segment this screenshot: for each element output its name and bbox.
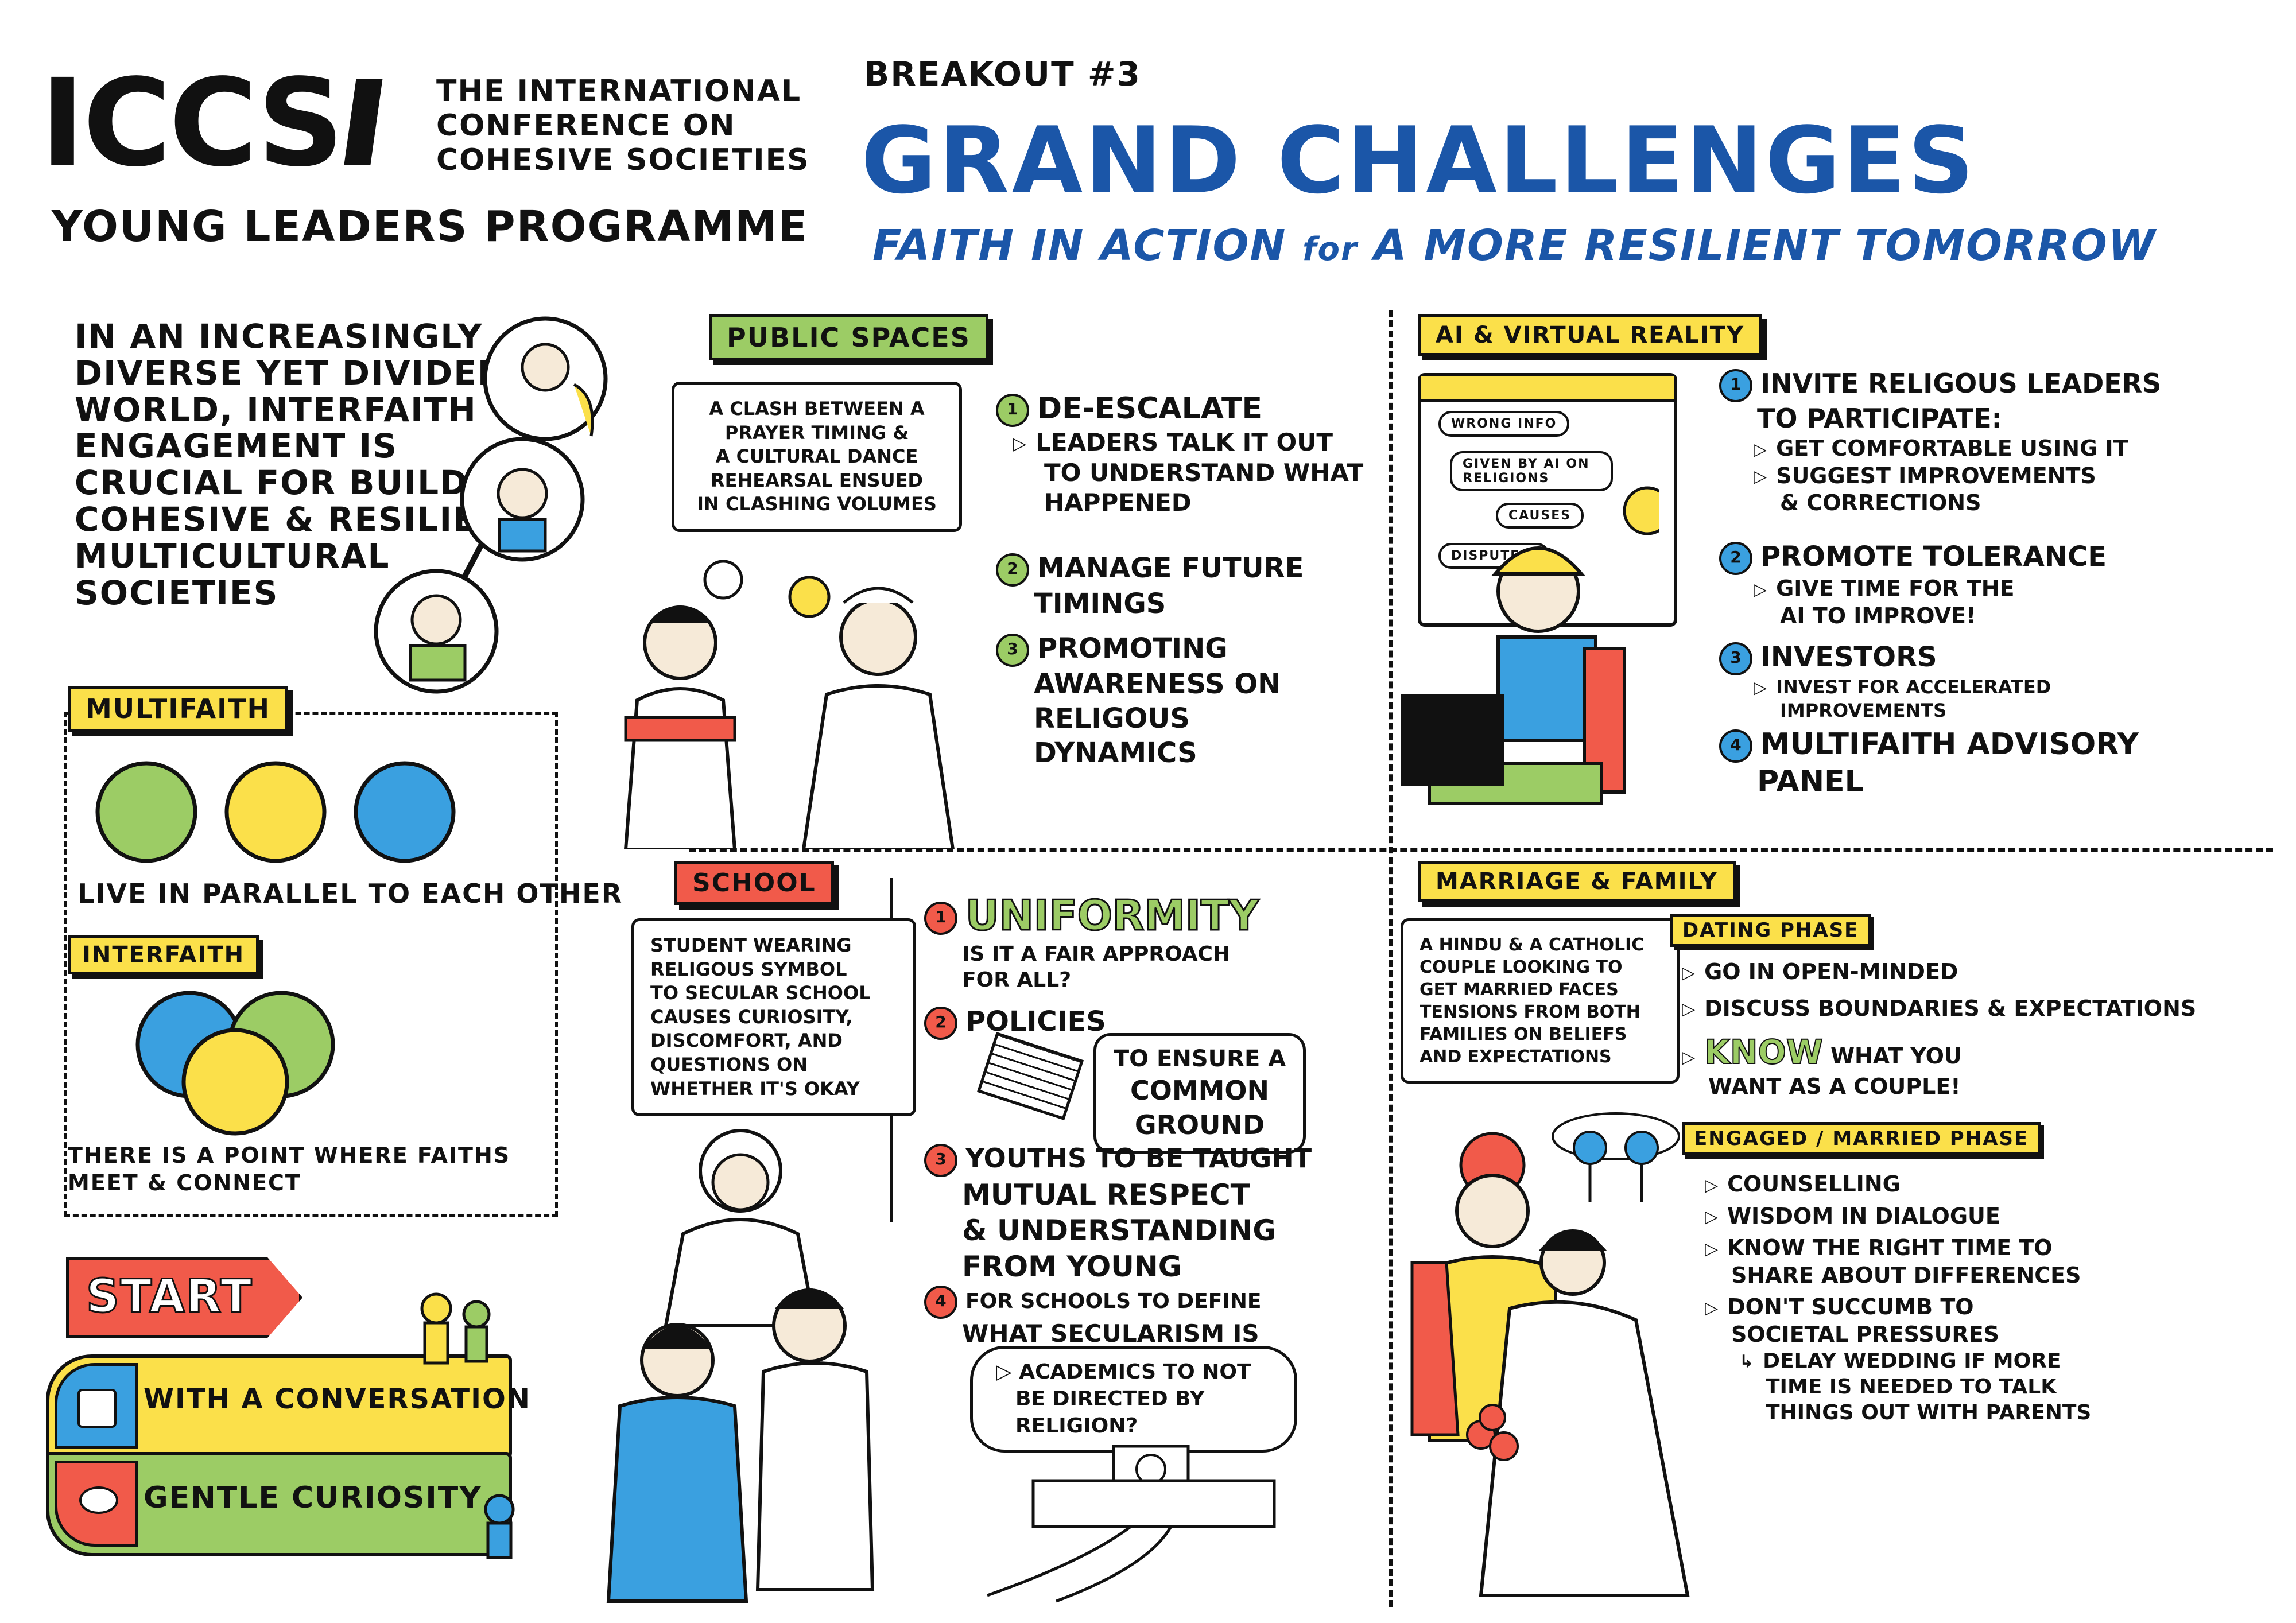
- public-spaces-item-3: 3 PROMOTING AWARENESS ON RELIGOUS DYNAMIC…: [996, 631, 1281, 770]
- public-spaces-illustration: [623, 560, 955, 849]
- dove-icon: [55, 1461, 138, 1547]
- engaged-phase-tag: ENGAGED / MARRIED PHASE: [1682, 1122, 2041, 1155]
- common-ground-box: TO ENSURE A COMMON GROUND: [1093, 1033, 1306, 1154]
- iccs-logo: ICCS: [40, 63, 383, 184]
- programme-name: YOUNG LEADERS PROGRAMME: [52, 202, 809, 251]
- ai-vr-item-4: 4 MULTIFAITH ADVISORY PANEL: [1719, 726, 2139, 801]
- school-bubble: STUDENT WEARING RELIGOUS SYMBOL TO SECUL…: [631, 918, 916, 1117]
- academics-box: ▷ ACADEMICS TO NOT BE DIRECTED BY RELIGI…: [970, 1346, 1297, 1453]
- document-icon: [976, 1031, 1084, 1121]
- breakout-label: BREAKOUT #3: [864, 55, 1141, 94]
- wedding-couple-illustration: [1410, 1132, 1690, 1597]
- school-item-1: 1 UNIFORMITY IS IT A FAIR APPROACH FOR AL…: [924, 890, 1260, 993]
- page-subtitle: FAITH IN ACTION for A MORE RESILIENT TOM…: [872, 221, 2157, 270]
- dating-list: ▷ GO IN OPEN-MINDED ▷ DISCUSS BOUNDARIES &…: [1682, 959, 2197, 1099]
- school-item-2: 2 POLICIES: [924, 1004, 1106, 1040]
- intro-statement: IN AN INCREASINGLY DIVERSE YET DIVIDED W…: [75, 317, 540, 612]
- school-students-illustration: [606, 1129, 875, 1603]
- school-tag: SCHOOL: [674, 861, 834, 905]
- marriage-tag: MARRIAGE & FAMILY: [1418, 861, 1736, 902]
- faces-chain-illustration: [374, 316, 608, 694]
- ai-vr-item-3: 3 INVESTORS ▷ INVEST FOR ACCELERATED IMPRO…: [1719, 640, 2051, 722]
- multifaith-caption: LIVE IN PARALLEL TO EACH OTHER: [77, 878, 623, 909]
- dating-phase-tag: DATING PHASE: [1670, 914, 1871, 947]
- divider-horizontal: [689, 848, 2273, 852]
- game-step-curiosity-label: GENTLE CURIOSITY: [144, 1481, 482, 1515]
- marriage-bubble: A HINDU & A CATHOLIC COUPLE LOOKING TO G…: [1401, 918, 1680, 1084]
- faith-section-frame: [64, 712, 558, 1217]
- interfaith-circles: [135, 991, 335, 1136]
- ai-vr-item-2: 2 PROMOTE TOLERANCE ▷ GIVE TIME FOR THE AI…: [1719, 539, 2107, 630]
- interfaith-tag: INTERFAITH: [68, 935, 259, 974]
- game-pieces-icon: [420, 1292, 515, 1559]
- school-item-4: 4 FOR SCHOOLS TO DEFINE WHAT SECULARISM I…: [924, 1286, 1261, 1349]
- engaged-list: ▷ COUNSELLING ▷ WISDOM in DIALOGUE ▷ KNOW T…: [1705, 1171, 2092, 1424]
- ai-vr-item-1: 1 INVITE RELIGOUS LEADERS TO PARTICIPATE:…: [1719, 367, 2161, 517]
- school-item-3: 3 YOUTHS to be TAUGHT MUTUAL RESPECT & UN…: [924, 1142, 1312, 1284]
- public-spaces-tag: PUBLIC SPACES: [709, 314, 988, 360]
- public-spaces-bubble: A CLASH BETWEEN A PRAYER TIMING & A CULT…: [672, 382, 962, 532]
- multifaith-circles: [95, 761, 456, 863]
- arguing-families-illustration: [1552, 1112, 1680, 1202]
- conference-name: THE INTERNATIONAL CONFERENCE on COHESIVE…: [436, 74, 810, 177]
- game-step-conversation-label: WITH A CONVERSATION: [144, 1383, 531, 1415]
- school-building-illustration: [987, 1445, 1276, 1603]
- start-banner: [66, 1257, 302, 1338]
- page-title: GRAND CHALLENGES: [861, 107, 1976, 214]
- ai-vr-tag: AI & VIRTUAL REALITY: [1418, 314, 1763, 356]
- divider-vertical: [1389, 310, 1393, 1607]
- public-spaces-item-1: 1 DE-ESCALATE ▷ LEADERS TALK IT OUT TO UND…: [996, 390, 1363, 518]
- multifaith-tag: MULTIFAITH: [68, 686, 289, 732]
- interfaith-caption: THERE IS A POINT WHERE FAITHS MEET & CON…: [68, 1143, 511, 1195]
- start-label: START: [85, 1269, 253, 1324]
- ai-user-illustration: [1401, 486, 1659, 805]
- public-spaces-item-2: 2 MANAGE FUTURE TIMINGS: [996, 551, 1304, 621]
- dice-icon: [55, 1363, 138, 1449]
